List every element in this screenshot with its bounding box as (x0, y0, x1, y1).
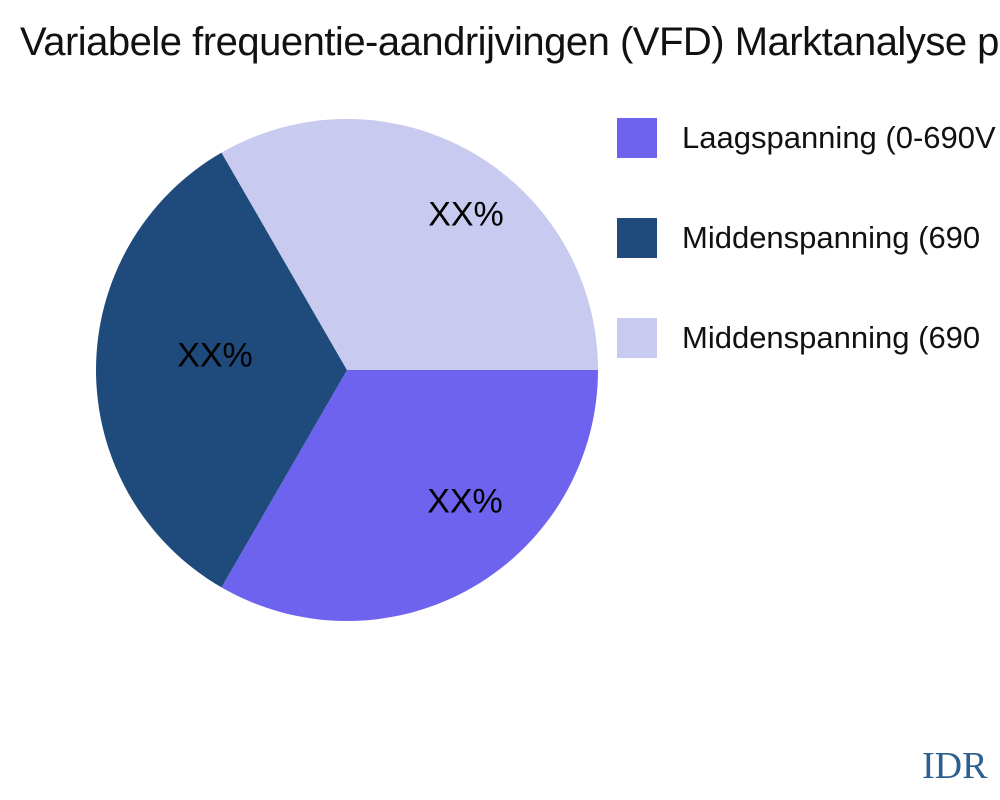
legend-label: Laagspanning (0-690V (682, 120, 996, 155)
pie-slice[interactable] (96, 152, 347, 588)
legend-item-middenspanning-1[interactable]: Middenspanning (690 (617, 218, 996, 258)
pie-slice-label-middenspanning-2: XX% (428, 195, 504, 234)
legend-label: Middenspanning (690 (682, 320, 981, 355)
watermark-idr: IDR (922, 745, 988, 787)
pie-slice-label-middenspanning-1: XX% (177, 336, 253, 375)
legend: Laagspanning (0-690V Middenspanning (690… (617, 118, 996, 418)
chart-title: Variabele frequentie-aandrijvingen (VFD)… (20, 20, 999, 64)
pie-slice[interactable] (221, 119, 599, 371)
pie-slice[interactable] (221, 370, 599, 621)
legend-item-middenspanning-2[interactable]: Middenspanning (690 (617, 318, 996, 358)
legend-swatch-icon (617, 318, 657, 358)
legend-label: Middenspanning (690 (682, 220, 981, 255)
legend-swatch-icon (617, 218, 657, 258)
legend-item-laagspanning[interactable]: Laagspanning (0-690V (617, 118, 996, 158)
pie-slice-label-laagspanning: XX% (427, 482, 503, 521)
legend-swatch-icon (617, 118, 657, 158)
